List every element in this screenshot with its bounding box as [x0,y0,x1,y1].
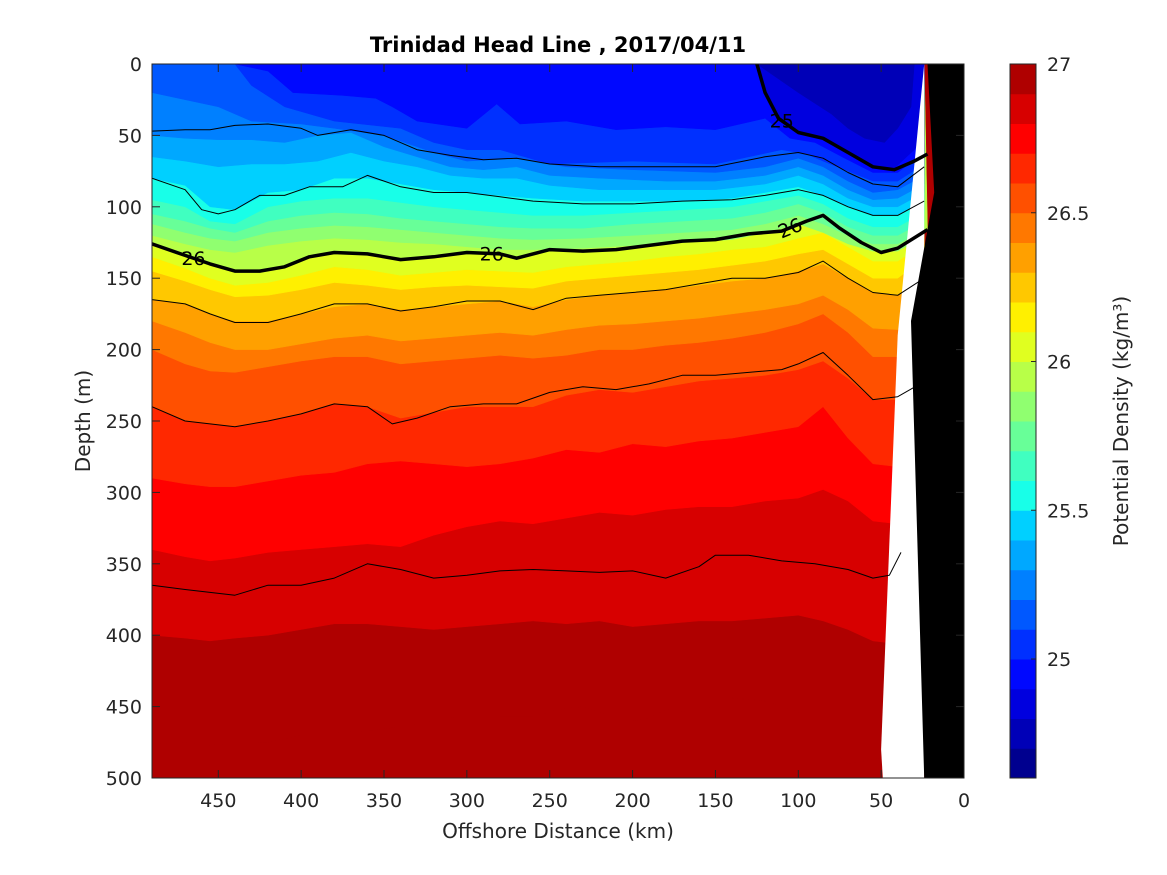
y-tick-label: 150 [106,268,142,290]
contour-line-2 [152,174,925,216]
y-tick-label: 300 [106,482,142,504]
colorbar-swatch [1010,718,1036,749]
colorbar-swatch [1010,123,1036,154]
colorbar-label: Potential Density (kg/m³) [1109,296,1133,547]
bathymetry-mask [881,64,964,778]
colorbar-swatch [1010,361,1036,392]
y-tick-label: 250 [106,411,142,433]
y-tick-label: 500 [106,768,142,790]
colorbar-swatch [1010,183,1036,214]
x-tick-label: 400 [283,790,319,812]
density-bands [152,64,964,778]
land-fill [911,64,964,778]
colorbar-swatch [1010,302,1036,333]
contour-line-6 [152,552,902,596]
colorbar-swatch [1010,599,1036,630]
colorbar-swatch [1010,629,1036,660]
x-tick-label: 0 [958,790,970,812]
y-tick-label: 50 [118,125,142,147]
colorbar-swatch [1010,242,1036,273]
colorbar-swatch [1010,64,1036,95]
colorbar-swatch [1010,421,1036,452]
colorbar-swatch [1010,569,1036,600]
contour-label: 26 [181,248,205,270]
colorbar-tick-label: 25.5 [1047,500,1089,522]
contour-line-1 [152,123,925,188]
x-tick-label: 350 [366,790,402,812]
colorbar: 25 25.5 26 26.5 27 Potential Density (kg/m³) [1009,54,1133,779]
x-tick-label: 450 [200,790,236,812]
contour-lines [152,64,929,596]
colorbar-tick-label: 26 [1047,352,1071,374]
x-tick-label: 150 [697,790,733,812]
y-axis-label: Depth (m) [71,370,95,472]
x-axis-ticks: 450 400 350 300 250 200 150 100 50 0 [200,64,970,812]
contour-label: 26 [480,244,504,266]
y-tick-label: 200 [106,340,142,362]
y-axis-ticks: 0 50 100 150 200 250 300 350 400 450 500 [106,54,964,790]
y-tick-label: 0 [130,54,142,76]
colorbar-swatch [1010,272,1036,303]
contour-line-3 [152,213,929,273]
colorbar-swatch [1010,659,1036,690]
colorbar-swatch [1010,540,1036,571]
colorbar-swatch [1010,748,1036,779]
colorbar-tick-label: 26.5 [1047,203,1089,225]
y-tick-label: 400 [106,625,142,647]
colorbar-swatch [1010,153,1036,184]
contour-line-0 [755,64,929,172]
colorbar-swatch [1010,93,1036,124]
x-axis-label: Offshore Distance (km) [442,819,674,843]
x-tick-label: 300 [449,790,485,812]
x-tick-label: 50 [869,790,893,812]
colorbar-swatch [1010,391,1036,422]
colorbar-swatch [1010,331,1036,362]
y-tick-label: 350 [106,554,142,576]
shelf-mask [881,64,925,778]
colorbar-tick-label: 27 [1047,54,1071,76]
y-tick-label: 100 [106,197,142,219]
colorbar-swatches [1010,64,1036,779]
density-band-22 [756,64,915,143]
colorbar-ticks: 25 25.5 26 26.5 27 [1031,54,1089,671]
colorbar-frame [1009,63,1037,779]
contour-line-5 [152,352,918,428]
colorbar-swatch [1010,480,1036,511]
colorbar-swatch [1010,510,1036,541]
contour-line-4 [152,260,925,323]
y-tick-label: 450 [106,697,142,719]
density-band-20 [152,64,925,173]
chart-title: Trinidad Head Line , 2017/04/11 [370,33,746,57]
colorbar-swatch [1010,688,1036,719]
colorbar-swatch [1010,212,1036,243]
x-tick-label: 200 [614,790,650,812]
contour-label: 25 [770,111,794,133]
colorbar-tick-label: 25 [1047,649,1071,671]
x-tick-label: 100 [780,790,816,812]
colorbar-swatch [1010,450,1036,481]
x-tick-label: 250 [532,790,568,812]
